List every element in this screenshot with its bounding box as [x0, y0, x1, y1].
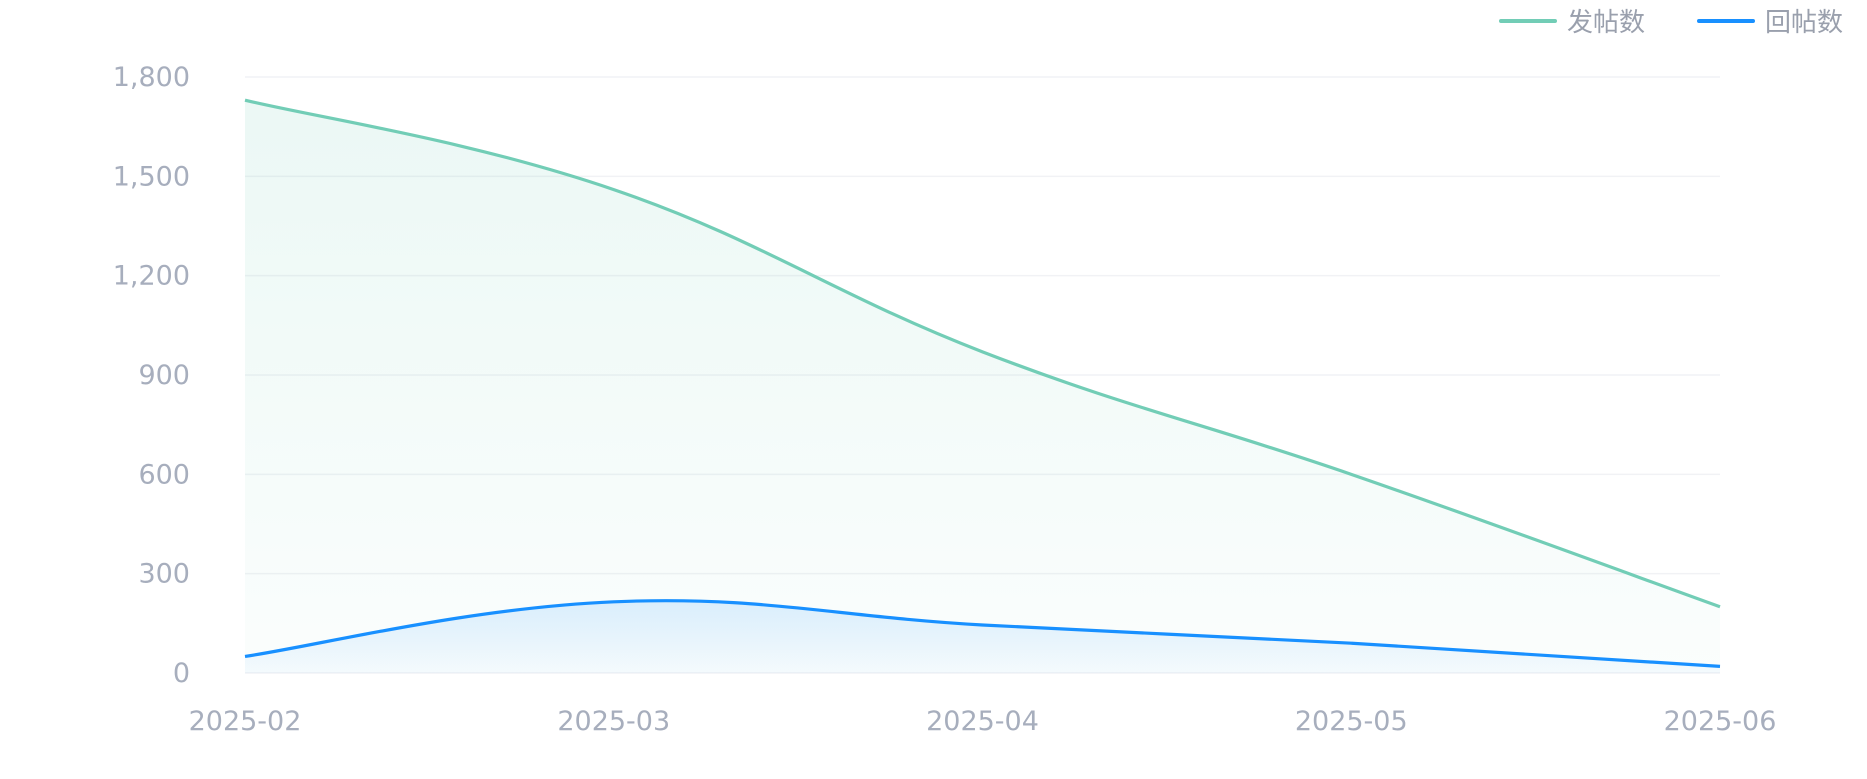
series-area-2 — [245, 600, 1720, 673]
x-tick-label: 2025-04 — [926, 706, 1039, 737]
y-tick-label: 600 — [138, 459, 190, 490]
legend-swatch-posts — [1498, 18, 1557, 23]
y-tick-label: 1,500 — [113, 161, 190, 192]
y-tick-label: 900 — [138, 360, 190, 391]
legend-label-replies: 回帖数 — [1764, 8, 1843, 38]
legend-item-replies[interactable]: 回帖数 — [1696, 2, 1843, 39]
series-line-1 — [244, 98, 1721, 609]
x-tick-label: 2025-03 — [557, 706, 670, 737]
x-tick-label: 2025-05 — [1295, 706, 1408, 737]
chart-legend: 发帖数 回帖数 — [1498, 2, 1843, 39]
legend-label-posts: 发帖数 — [1566, 8, 1645, 38]
y-tick-label: 0 — [173, 658, 190, 689]
legend-swatch-replies — [1696, 18, 1755, 23]
y-tick-label: 1,800 — [113, 62, 190, 93]
y-tick-label: 300 — [138, 559, 190, 590]
y-tick-label: 1,200 — [113, 261, 190, 292]
legend-item-posts[interactable]: 发帖数 — [1498, 2, 1645, 39]
series-area-1 — [245, 100, 1720, 673]
x-tick-label: 2025-06 — [1664, 706, 1777, 737]
x-tick-label: 2025-02 — [189, 706, 302, 737]
